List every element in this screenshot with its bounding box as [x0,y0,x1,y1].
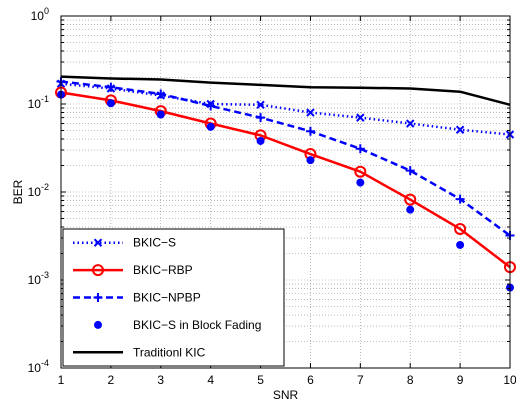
y-tick-base: 10 [31,9,45,23]
data-point [306,156,315,165]
legend-entry: BKIC−S [73,236,176,250]
data-point [455,194,465,204]
series-line [60,75,511,106]
legend-label: Traditionl KIC [133,345,206,359]
y-tick-label: 10-4 [28,358,49,375]
x-tick-label: 3 [157,373,164,387]
x-tick-label: 4 [207,373,214,387]
x-tick-label: 10 [503,373,516,387]
y-tick-base: 10 [28,97,42,111]
legend: BKIC−S BKIC−RBP BKIC−NPBP BKIC−S in Block F… [62,228,285,367]
data-point [454,222,467,235]
data-point [356,113,365,122]
y-tick-exponent: -2 [41,182,49,192]
x-tick-label: 1 [58,373,65,387]
series-line [60,91,511,269]
legend-entry: Traditionl KIC [73,345,206,359]
series-2 [56,77,515,241]
data-point [106,82,116,92]
legend-label: BKIC−NPBP [133,291,201,305]
y-tick-label: 10-3 [28,270,49,287]
y-axis-label: BER [11,179,25,204]
legend-label: BKIC−S [133,236,176,250]
legend-label: BKIC−S in Block Fading [133,318,261,332]
y-tick-base: 10 [28,273,42,287]
legend-entry: BKIC−RBP [73,263,193,277]
data-point [356,178,365,187]
data-point [206,101,216,111]
data-point [404,193,417,206]
data-point [256,113,266,123]
x-tick-label: 2 [108,373,115,387]
x-tick-label: 9 [457,373,464,387]
x-tick-label: 7 [357,373,364,387]
y-tick-label: 10-1 [28,94,49,111]
data-point [355,144,365,154]
data-point [455,125,465,134]
data-point [456,240,465,249]
legend-entry: BKIC−S in Block Fading [94,318,261,332]
y-tick-label: 100 [31,6,49,23]
y-tick-exponent: 0 [44,6,49,16]
data-point [306,108,315,117]
series-line [60,82,511,136]
series-1 [55,86,516,274]
y-tick-exponent: -3 [41,270,49,280]
series-3 [57,90,514,292]
legend-marker [93,238,103,247]
data-point [406,119,415,128]
series-4 [60,75,511,106]
data-point [256,136,265,145]
legend-marker [93,293,103,302]
y-tick-exponent: -4 [41,358,49,368]
legend-marker [94,320,102,329]
y-tick-label: 10-2 [28,182,49,199]
data-point [256,100,265,109]
legend-entry: BKIC−NPBP [73,291,201,305]
legend-label: BKIC−RBP [133,263,193,277]
data-point [106,99,115,108]
x-tick-label: 5 [257,373,264,387]
data-point [405,166,415,176]
data-point [354,165,367,178]
data-point [156,110,165,119]
x-axis-label: SNR [273,388,299,402]
y-tick-base: 10 [28,361,42,375]
data-point [206,122,215,131]
series-line [60,80,511,237]
x-tick-label: 6 [307,373,314,387]
x-tick-label: 8 [407,373,414,387]
y-tick-exponent: -1 [41,94,49,104]
y-tick-base: 10 [28,185,42,199]
data-point [156,89,166,99]
data-point [305,126,315,136]
data-point [406,205,415,214]
legend-marker [92,264,104,277]
